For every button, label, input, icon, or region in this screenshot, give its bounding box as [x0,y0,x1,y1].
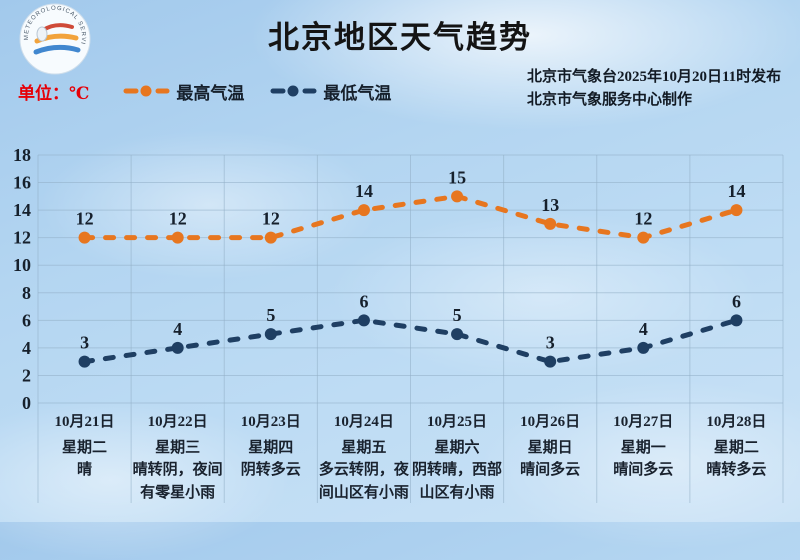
series-line-low [82,317,739,365]
low-temp-line-sample-icon [270,85,317,97]
point-value-label-low: 6 [359,291,368,311]
forecast-date: 10月24日 [333,414,394,430]
y-axis-tick-label: 18 [13,145,31,165]
point-value-label-high: 13 [541,195,559,215]
logo-blue-swoosh-icon [33,44,81,55]
data-point-low [264,328,277,341]
data-point-high [451,190,464,203]
source-info: 北京市气象台2025年10月20日11时发布 北京市气象服务中心制作 [527,66,781,112]
forecast-date: 10月22日 [147,414,208,430]
point-value-label-low: 4 [173,319,182,339]
series-line-high [82,193,739,241]
forecast-weather-row: 晴 晴转阴，夜间有零星小雨 阴转多云 多云转阴，夜间山区有小雨 阴转晴，西部山区有小雨 晴… [38,459,783,505]
forecast-date: 10月21日 [54,414,115,430]
issue-time-line: 北京市气象台2025年10月20日11时发布 [527,69,782,85]
forecast-weather: 阴转晴，西部山区有小雨 [412,462,503,501]
forecast-date-row: 10月21日 10月22日 10月23日 10月24日 10月25日 10月26日 10月2… [38,410,783,431]
point-value-label-low: 3 [546,333,555,353]
point-value-label-low: 5 [266,305,275,325]
data-point-low [544,355,557,368]
data-point-high [171,231,184,244]
data-point-low [451,328,464,341]
producer-line: 北京市气象服务中心制作 [527,92,693,108]
data-point-low [357,314,370,327]
point-value-label-high: 15 [448,167,466,187]
y-axis-tick-label: 2 [22,365,31,385]
data-point-high [264,231,277,244]
logo-swan-icon [36,26,48,42]
legend-label-low: 最低气温 [323,83,392,103]
data-point-high [357,204,370,217]
legend-item-high: 最高气温 [123,79,244,104]
forecast-weekday: 星期六 [434,440,480,456]
forecast-weather: 阴转多云 [240,462,301,478]
forecast-weather: 晴间多云 [613,462,674,478]
forecast-weekday: 星期三 [155,440,201,456]
point-value-label-low: 5 [453,305,462,325]
cloud-decoration [40,130,380,280]
data-point-high [544,217,557,230]
forecast-weather: 晴转多云 [706,462,767,478]
forecast-weather: 晴转阴，夜间有零星小雨 [132,462,223,501]
forecast-weekday: 星期日 [527,440,573,456]
forecast-weather: 晴 [77,462,93,478]
data-point-high [730,204,743,217]
data-point-low [637,341,650,354]
data-point-low [171,341,184,354]
legend-item-low: 最低气温 [270,79,391,104]
point-value-label-high: 12 [262,209,280,229]
forecast-weekday: 星期五 [341,440,387,456]
forecast-weather: 多云转阴，夜间山区有小雨 [318,462,409,501]
y-axis-tick-label: 14 [13,200,31,220]
point-value-label-high: 14 [355,181,373,201]
logo-badge-icon: METEOROLOGICAL SERVICE [14,0,91,75]
y-axis-tick-label: 8 [22,283,31,303]
forecast-weekday-row: 星期二 星期三 星期四 星期五 星期六 星期日 星期一 星期二 [38,436,783,457]
forecast-weekday: 星期四 [248,440,294,456]
y-axis-tick-label: 12 [13,228,31,248]
point-value-label-low: 4 [639,319,648,339]
data-point-low [78,355,91,368]
forecast-date: 10月25日 [427,414,488,430]
y-axis-tick-label: 6 [22,310,31,330]
cloud-decoration [330,210,760,380]
y-axis-tick-label: 10 [13,255,31,275]
y-axis-tick-label: 0 [22,393,31,413]
high-temp-line-sample-icon [123,85,170,97]
data-point-low [730,314,743,327]
forecast-date: 10月23日 [240,414,301,430]
forecast-weekday: 星期二 [713,440,759,456]
beijing-meteorological-service-logo: METEOROLOGICAL SERVICE [14,0,93,76]
point-value-label-high: 12 [634,209,652,229]
data-point-high [78,231,91,244]
point-value-label-low: 3 [80,333,89,353]
y-axis-tick-label: 4 [22,338,31,358]
chart-legend: 单位：℃ 最高气温 最低气温 [18,79,417,104]
forecast-date: 10月28日 [706,414,767,430]
forecast-weekday: 星期二 [62,440,108,456]
unit-label: 单位：℃ [18,83,90,103]
point-value-label-high: 12 [76,209,94,229]
point-value-label-low: 6 [732,291,741,311]
point-value-label-high: 12 [169,209,187,229]
forecast-weather: 晴间多云 [520,462,581,478]
forecast-date: 10月26日 [520,414,581,430]
y-axis-tick-label: 16 [13,173,31,193]
legend-label-high: 最高气温 [176,83,245,103]
page-title: 北京地区天气趋势 [268,20,532,55]
data-point-high [637,231,650,244]
point-value-label-high: 14 [727,181,745,201]
forecast-date: 10月27日 [613,414,674,430]
forecast-weekday: 星期一 [620,440,666,456]
